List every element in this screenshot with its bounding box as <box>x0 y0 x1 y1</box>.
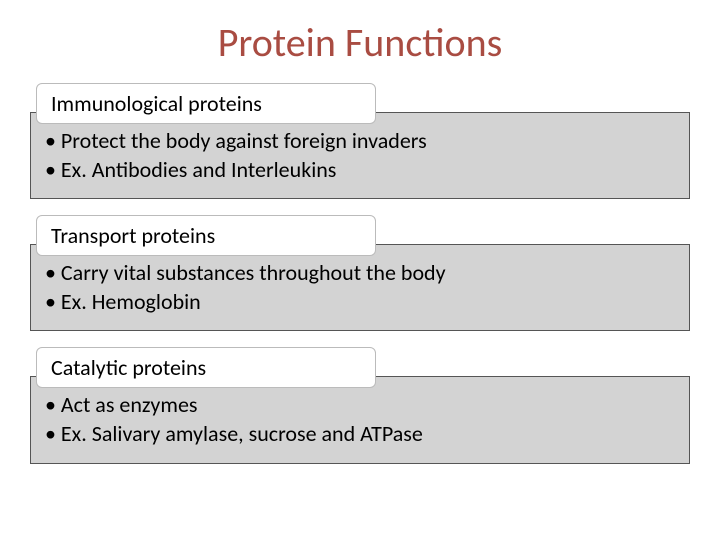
bullet-line: • Ex. Antibodies and Interleukins <box>45 156 675 185</box>
bullet-line: • Protect the body against foreign invad… <box>45 127 675 156</box>
section-header: Transport proteins <box>36 215 376 256</box>
section-body: • Carry vital substances throughout the … <box>30 244 690 331</box>
bullet-line: • Ex. Salivary amylase, sucrose and ATPa… <box>45 420 675 449</box>
bullet-line: • Carry vital substances throughout the … <box>45 259 675 288</box>
bullet-line: • Act as enzymes <box>45 391 675 420</box>
section-body: • Protect the body against foreign invad… <box>30 112 690 199</box>
bullet-line: • Ex. Hemoglobin <box>45 288 675 317</box>
section-catalytic: Catalytic proteins • Act as enzymes • Ex… <box>30 347 690 463</box>
section-body: • Act as enzymes • Ex. Salivary amylase,… <box>30 376 690 463</box>
section-transport: Transport proteins • Carry vital substan… <box>30 215 690 331</box>
slide-title: Protein Functions <box>30 18 690 67</box>
section-header: Immunological proteins <box>36 83 376 124</box>
section-header: Catalytic proteins <box>36 347 376 388</box>
section-immunological: Immunological proteins • Protect the bod… <box>30 83 690 199</box>
